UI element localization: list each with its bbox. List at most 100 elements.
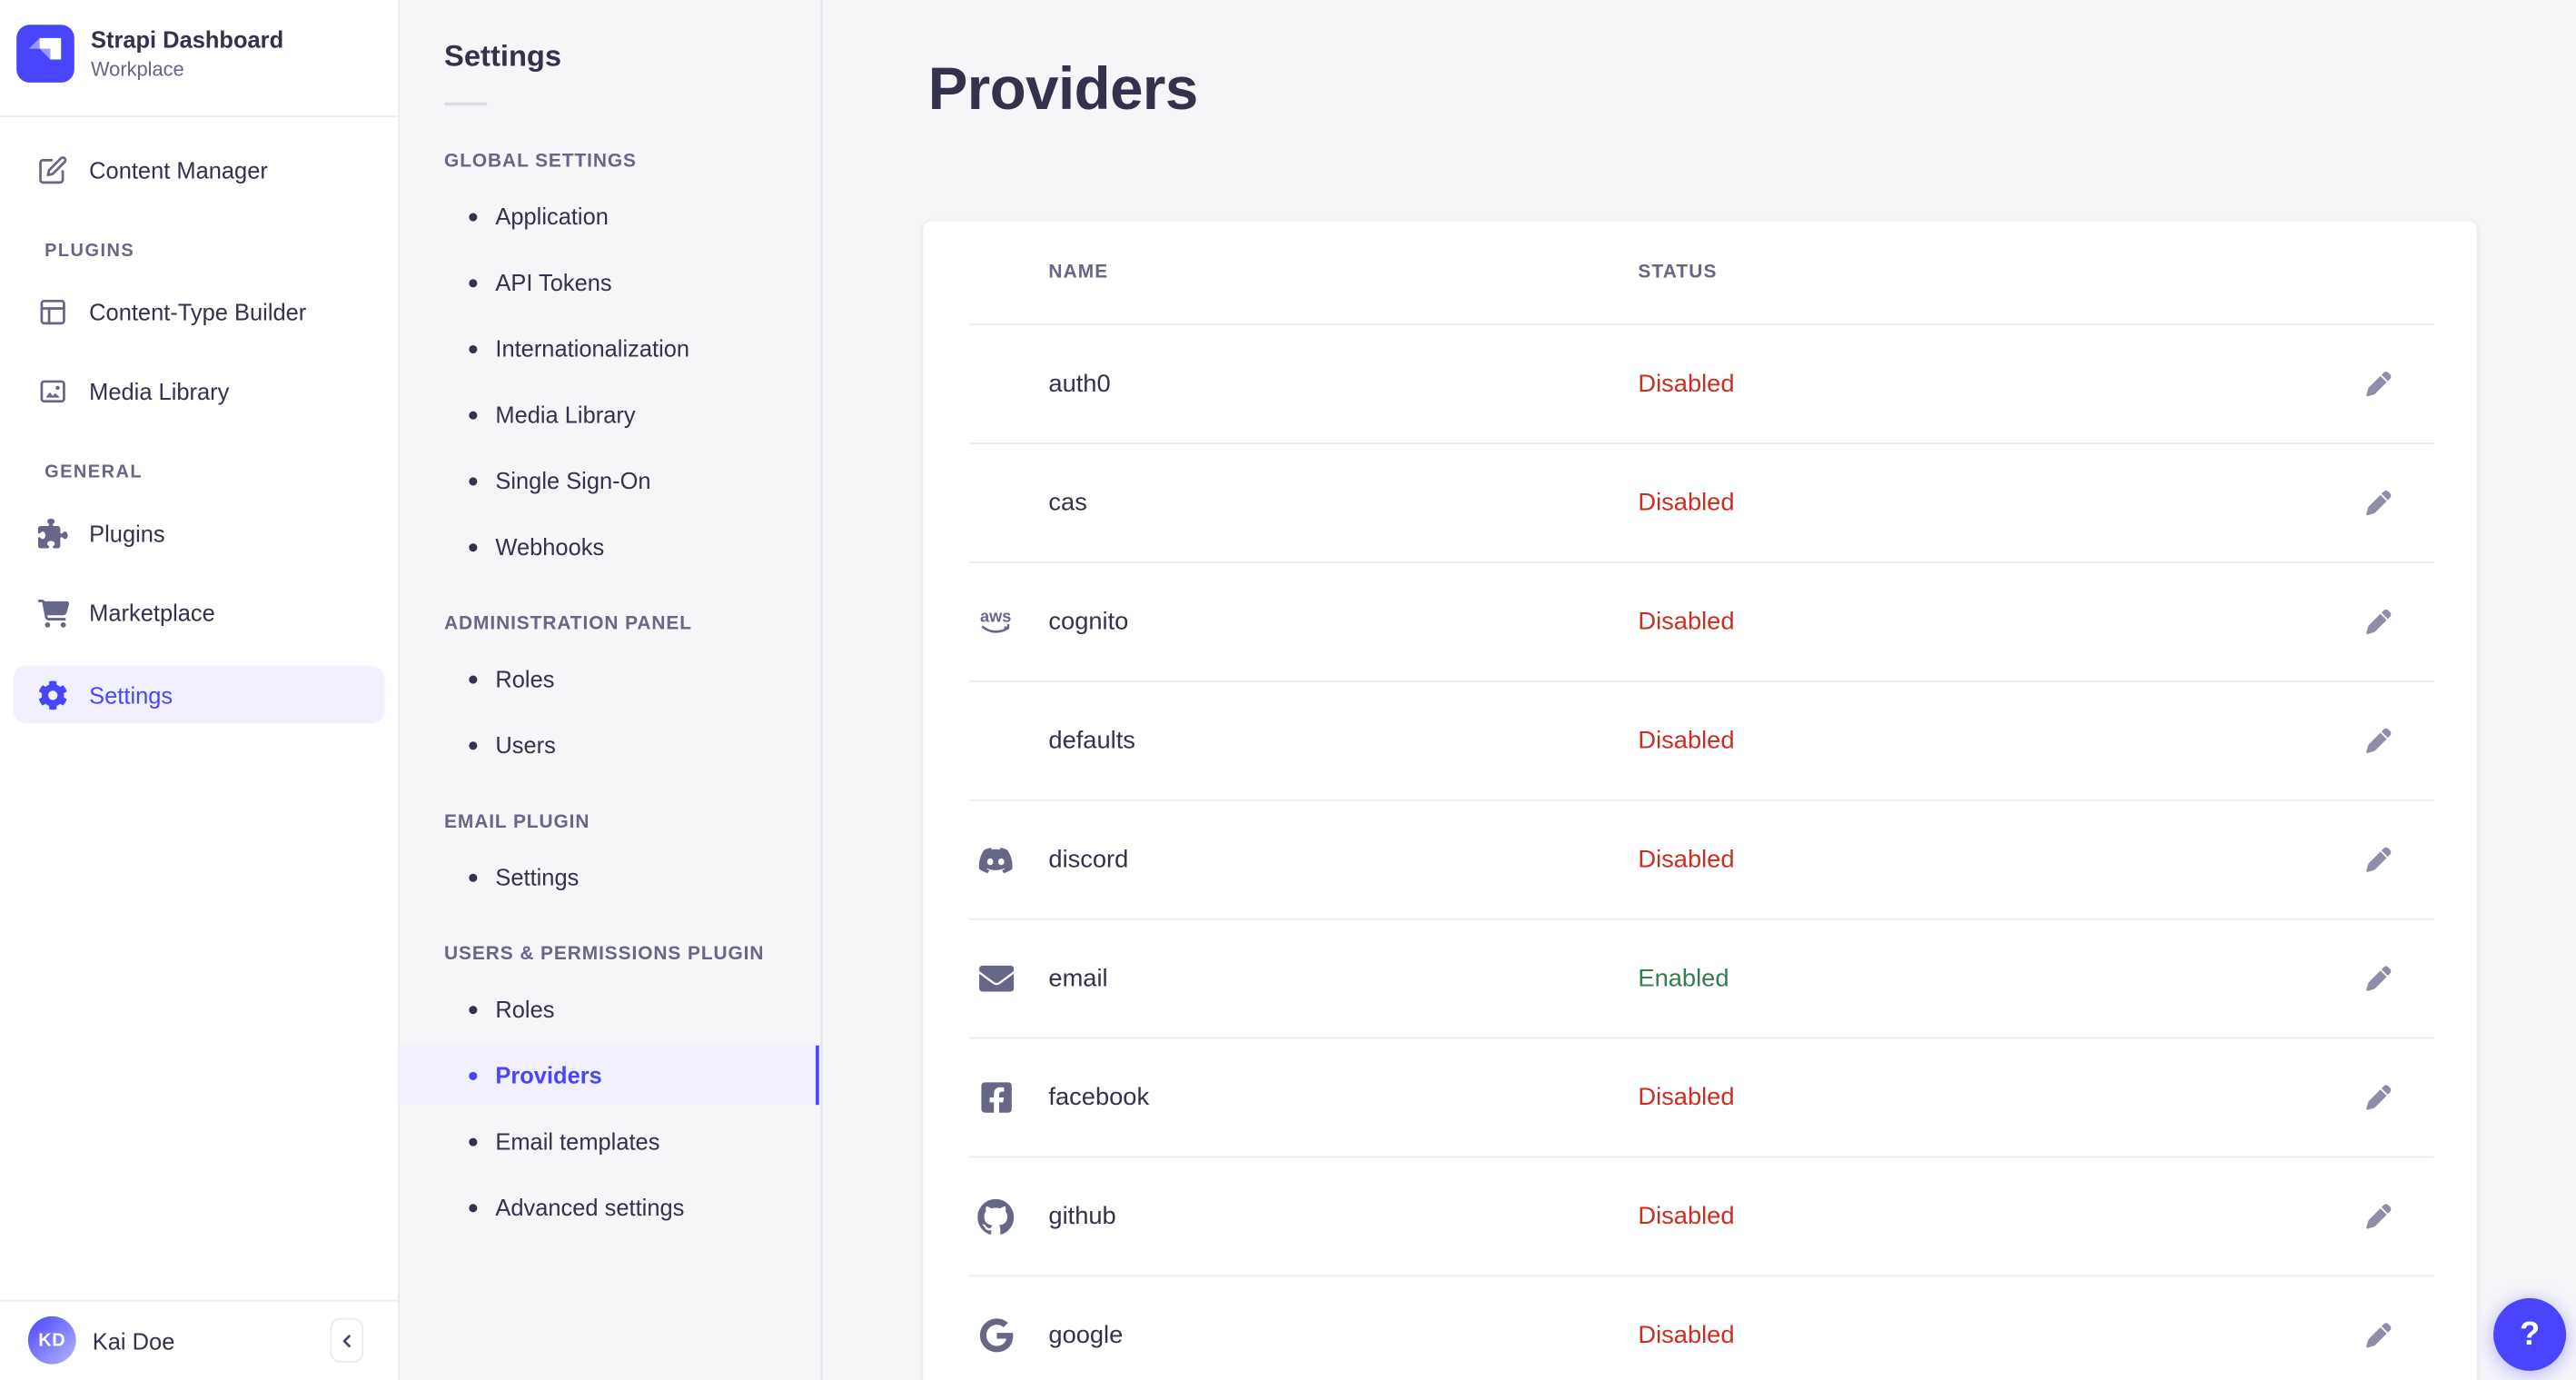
- subnav-item-global-settings-single-sign-on[interactable]: Single Sign-On: [400, 451, 821, 510]
- column-header-name: NAME: [1048, 263, 1109, 283]
- subnav-title: Settings: [444, 39, 562, 73]
- bullet-icon: [469, 542, 478, 551]
- collapse-sidebar-button[interactable]: [330, 1318, 363, 1364]
- chevron-left-icon: [337, 1331, 357, 1351]
- edit-provider-button[interactable]: [2352, 358, 2404, 411]
- subnav-item-label: Roles: [495, 665, 555, 692]
- provider-status-cell: Disabled: [1638, 608, 2351, 636]
- workspace-subtitle: Workplace: [90, 57, 184, 82]
- sidebar-item-label: Content Manager: [89, 156, 268, 184]
- provider-name: google: [1048, 1321, 1124, 1350]
- sidebar-item-media-library[interactable]: Media Library: [14, 365, 385, 418]
- sidebar-item-marketplace[interactable]: Marketplace: [14, 586, 385, 639]
- subnav-item-label: Internationalization: [495, 335, 690, 362]
- provider-name: discord: [1048, 845, 1129, 874]
- main-sidebar: Strapi Dashboard Workplace Content Manag…: [0, 0, 400, 1380]
- sidebar-item-plugins[interactable]: Plugins: [14, 507, 385, 560]
- provider-status-cell: Disabled: [1638, 1084, 2351, 1112]
- subnav-item-label: Email templates: [495, 1127, 660, 1155]
- status-badge: Disabled: [1638, 1083, 1735, 1112]
- pencil-icon: [2365, 847, 2391, 872]
- provider-name-cell: auth0: [969, 364, 1638, 404]
- subnav-item-global-settings-api-tokens[interactable]: API Tokens: [400, 253, 821, 312]
- subnav-item-label: Webhooks: [495, 533, 605, 561]
- provider-status-cell: Enabled: [1638, 965, 2351, 993]
- sidebar-item-label: Marketplace: [89, 599, 215, 627]
- edit-provider-button[interactable]: [2352, 1309, 2404, 1362]
- strapi-logo-icon: [16, 25, 74, 83]
- edit-provider-button[interactable]: [2352, 595, 2404, 648]
- subnav-item-label: Media Library: [495, 401, 636, 428]
- subnav-item-global-settings-internationalization[interactable]: Internationalization: [400, 319, 821, 378]
- sidebar-item-content-manager[interactable]: Content Manager: [14, 144, 385, 196]
- subnav-item-users-permissions-plugin-advanced-settings[interactable]: Advanced settings: [400, 1177, 821, 1236]
- workspace-title: Strapi Dashboard: [90, 26, 284, 54]
- provider-name-cell: cas: [969, 483, 1638, 523]
- subnav-item-administration-panel-roles[interactable]: Roles: [400, 649, 821, 708]
- github-icon: [976, 1196, 1016, 1236]
- provider-status-cell: Disabled: [1638, 727, 2351, 755]
- edit-provider-button[interactable]: [2352, 714, 2404, 767]
- provider-row-discord[interactable]: discord Disabled: [969, 799, 2434, 918]
- provider-name-cell: defaults: [969, 721, 1638, 761]
- bullet-icon: [469, 740, 478, 750]
- status-badge: Disabled: [1638, 1321, 1735, 1350]
- providers-table-card: NAME STATUS auth0 Disabled cas Disabled aws c…: [923, 221, 2477, 1380]
- subnav-item-administration-panel-users[interactable]: Users: [400, 715, 821, 774]
- user-row: KD Kai Doe: [0, 1300, 399, 1380]
- provider-name: github: [1048, 1202, 1116, 1231]
- pencil-icon: [2365, 728, 2391, 753]
- subnav-item-label: Application: [495, 203, 609, 230]
- provider-status-cell: Disabled: [1638, 370, 2351, 398]
- no-icon: [976, 483, 1016, 523]
- subnav-item-users-permissions-plugin-roles[interactable]: Roles: [400, 979, 821, 1038]
- provider-row-email[interactable]: email Enabled: [969, 918, 2434, 1037]
- subnav-section-users-permissions-plugin: USERS & PERMISSIONS PLUGIN: [444, 944, 765, 965]
- pencil-icon: [2365, 1323, 2391, 1348]
- provider-row-facebook[interactable]: facebook Disabled: [969, 1037, 2434, 1157]
- sidebar-item-label: Media Library: [89, 378, 230, 405]
- provider-row-google[interactable]: google Disabled: [969, 1275, 2434, 1380]
- workspace-brand: Strapi Dashboard Workplace: [0, 0, 399, 118]
- sidebar-item-settings[interactable]: Settings: [13, 665, 385, 724]
- bullet-icon: [469, 278, 478, 287]
- provider-row-cas[interactable]: cas Disabled: [969, 442, 2434, 561]
- help-button[interactable]: ?: [2493, 1297, 2567, 1371]
- provider-status-cell: Disabled: [1638, 846, 2351, 874]
- provider-row-auth0[interactable]: auth0 Disabled: [969, 323, 2434, 442]
- bullet-icon: [469, 872, 478, 881]
- bullet-icon: [469, 476, 478, 485]
- subnav-item-users-permissions-plugin-providers[interactable]: Providers: [399, 1045, 821, 1106]
- sidebar-item-content-type-builder[interactable]: Content-Type Builder: [14, 286, 385, 339]
- pencil-icon: [2365, 372, 2391, 397]
- edit-provider-button[interactable]: [2352, 952, 2404, 1005]
- subnav-item-label: Single Sign-On: [495, 467, 651, 494]
- subnav-item-global-settings-application[interactable]: Application: [400, 186, 821, 245]
- subnav-section-administration-panel: ADMINISTRATION PANEL: [444, 614, 692, 635]
- provider-row-defaults[interactable]: defaults Disabled: [969, 680, 2434, 799]
- edit-provider-button[interactable]: [2352, 833, 2404, 886]
- edit-provider-button[interactable]: [2352, 1190, 2404, 1243]
- sidebar-section-plugins: PLUGINS: [45, 241, 135, 262]
- sidebar-item-label: Plugins: [89, 520, 165, 547]
- edit-provider-button[interactable]: [2352, 476, 2404, 529]
- provider-name: email: [1048, 964, 1108, 993]
- svg-text:aws: aws: [980, 607, 1011, 625]
- subnav-item-global-settings-media-library[interactable]: Media Library: [400, 385, 821, 444]
- subnav-item-users-permissions-plugin-email-templates[interactable]: Email templates: [400, 1111, 821, 1170]
- provider-row-cognito[interactable]: aws cognito Disabled: [969, 561, 2434, 680]
- subnav-item-email-plugin-settings[interactable]: Settings: [400, 848, 821, 907]
- subnav-section-global-settings: GLOBAL SETTINGS: [444, 152, 637, 173]
- edit-provider-button[interactable]: [2352, 1071, 2404, 1124]
- provider-name-cell: google: [969, 1315, 1638, 1355]
- pencil-icon: [2365, 1085, 2391, 1110]
- subnav-item-global-settings-webhooks[interactable]: Webhooks: [400, 517, 821, 576]
- status-badge: Disabled: [1638, 608, 1735, 636]
- table-header-row: NAME STATUS: [969, 222, 2434, 324]
- provider-name: facebook: [1048, 1083, 1150, 1112]
- status-badge: Disabled: [1638, 1202, 1735, 1231]
- bullet-icon: [469, 212, 478, 221]
- provider-status-cell: Disabled: [1638, 489, 2351, 517]
- provider-row-github[interactable]: github Disabled: [969, 1156, 2434, 1276]
